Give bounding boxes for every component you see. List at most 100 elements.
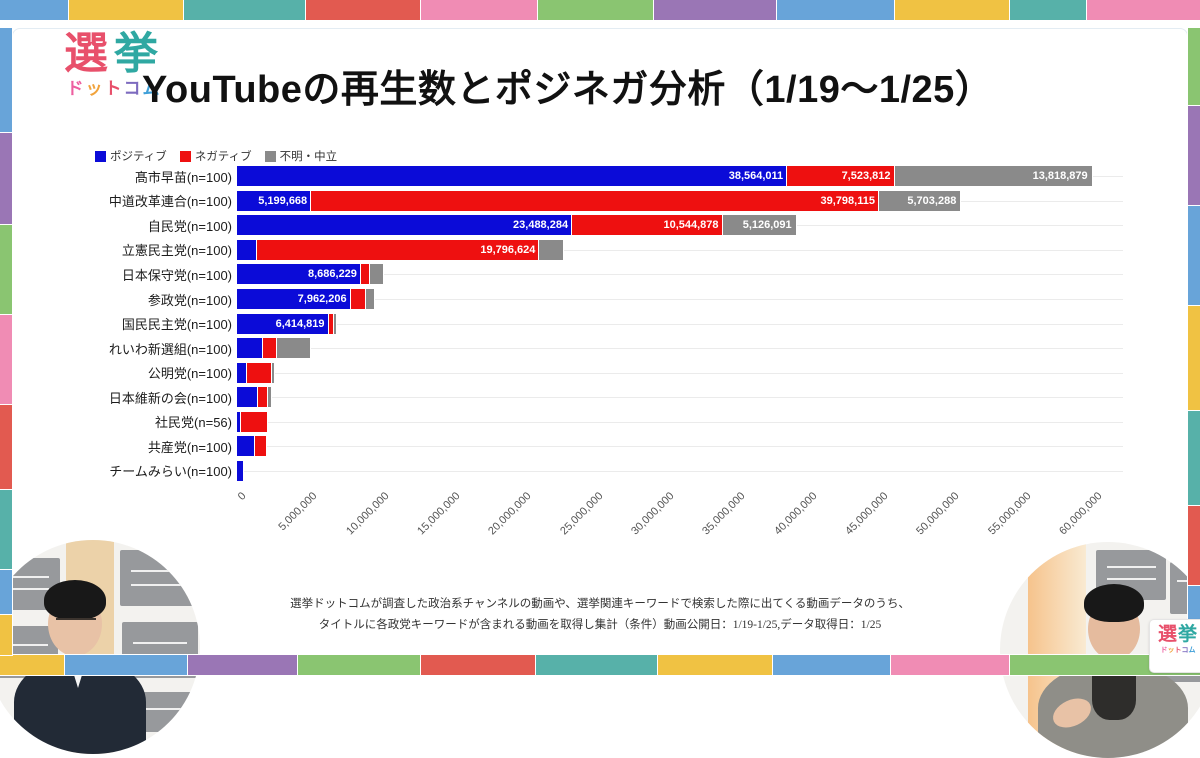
bar-value-label: 19,796,624	[480, 243, 536, 256]
bar-segment-negative: 19,796,624	[256, 239, 540, 260]
bar-segment-negative	[247, 362, 272, 383]
bar-segment-negative	[360, 264, 371, 285]
frame-segment	[69, 0, 184, 20]
badge-char: ッ	[1167, 647, 1175, 654]
frame-segment	[0, 28, 12, 133]
chart-row: チームみらい(n=100)	[72, 459, 1123, 484]
legend-label: 不明・中立	[279, 151, 338, 163]
badge-char: コ	[1181, 647, 1189, 654]
bar-value-label: 6,414,819	[275, 317, 325, 330]
chart-row: 社民党(n=56)	[72, 409, 1123, 434]
row-label: れいわ新選組(n=100)	[108, 341, 232, 357]
bar-track: 7,962,206	[237, 289, 1123, 309]
row-label: 国民民主党(n=100)	[121, 317, 232, 333]
bar-segment-negative	[350, 289, 366, 309]
bar-value-label: 39,798,115	[820, 194, 875, 207]
logo-badge-bottom-right: 選挙 ドットコム	[1150, 620, 1200, 672]
frame-segment	[0, 490, 12, 570]
logo-char: 選	[64, 29, 114, 78]
bar-segment-positive	[237, 436, 255, 457]
row-label: チームみらい(n=100)	[109, 464, 232, 480]
frame-segment	[1087, 0, 1200, 20]
bar-segment-neutral	[276, 338, 311, 359]
bar-segment-positive: 5,199,668	[237, 190, 312, 211]
bar-track: 8,686,229	[237, 264, 1123, 285]
frame-segment	[421, 0, 538, 20]
x-axis-tick-label: 20,000,000	[486, 490, 534, 538]
legend-swatch	[95, 150, 106, 162]
frame-segment	[536, 655, 658, 675]
bar-value-label: 7,962,206	[297, 293, 347, 305]
chart-row: 参政党(n=100) 7,962,206	[72, 287, 1123, 312]
bar-track	[237, 387, 1123, 408]
logo-char: ト	[104, 79, 124, 98]
chart-row: 公明党(n=100)	[72, 360, 1123, 385]
bar-segment-positive: 6,414,819	[237, 313, 329, 334]
footnote-line-1: 選挙ドットコムが調査した政治系チャンネルの動画や、選挙関連キーワードで検索した際…	[290, 598, 910, 610]
x-axis-tick-label: 25,000,000	[557, 490, 606, 538]
legend-swatch	[264, 150, 276, 162]
frame-segment	[1188, 28, 1200, 106]
bar-value-label: 23,488,284	[513, 219, 569, 232]
bar-segment-positive	[237, 411, 241, 432]
row-label: 参政党(n=100)	[147, 292, 232, 308]
frame-segment	[1188, 411, 1200, 506]
row-label: 日本維新の会(n=100)	[108, 390, 232, 406]
person-hair	[44, 580, 106, 620]
frame-segment	[1188, 586, 1200, 625]
bar-segment-neutral	[365, 289, 375, 309]
x-axis-tick-label: 45,000,000	[843, 490, 891, 538]
badge-text-sub: ドットコム	[1150, 647, 1200, 654]
legend-item: ネガティブ	[179, 148, 252, 164]
frame-segment	[0, 133, 12, 225]
badge-char: 選	[1157, 624, 1178, 645]
bar-segment-neutral	[271, 362, 274, 383]
bar-segment-negative: 39,798,115	[311, 190, 879, 211]
bar-track	[237, 436, 1123, 457]
badge-text-main: 選挙	[1150, 625, 1200, 644]
frame-segment	[184, 0, 306, 20]
frame-segment	[0, 655, 65, 675]
bar-track: 5,199,668 39,798,115 5,703,288	[237, 190, 1123, 211]
x-axis-tick-label: 50,000,000	[914, 490, 962, 538]
bar-track: 6,414,819	[237, 313, 1123, 334]
bar-segment-neutral: 5,703,288	[878, 190, 961, 211]
logo-char: 挙	[114, 29, 164, 78]
row-label: 自民党(n=100)	[147, 218, 232, 234]
bar-segment-neutral	[370, 264, 384, 285]
chart-row: 立憲民主党(n=100) 19,796,624	[72, 238, 1123, 263]
row-label: 立憲民主党(n=100)	[121, 243, 232, 259]
stacked-bar-chart: 髙市早苗(n=100) 38,564,011 7,523,812 13,818,879…	[72, 164, 1123, 537]
frame-segment	[773, 655, 891, 675]
commentator-video-left	[0, 540, 200, 754]
bar-track: 23,488,284 10,544,878 5,126,091	[237, 215, 1123, 236]
frame-segment	[1188, 506, 1200, 586]
bar-segment-negative: 7,523,812	[787, 166, 895, 187]
bar-segment-negative	[254, 436, 267, 457]
bar-value-label: 7,523,812	[841, 170, 891, 183]
bar-track	[237, 338, 1123, 359]
bar-track	[237, 411, 1123, 432]
frame-segment	[1188, 206, 1200, 306]
bar-value-label: 10,544,878	[663, 219, 719, 232]
bar-segment-positive	[237, 387, 259, 408]
chart-row: 髙市早苗(n=100) 38,564,011 7,523,812 13,818,879	[72, 164, 1123, 189]
bar-track	[237, 460, 1123, 481]
content-card: 選挙 ドットコム YouTubeの再生数とポジネガ分析（1/19～1/25） ポ…	[12, 28, 1188, 655]
badge-char: ト	[1174, 647, 1182, 654]
bar-segment-positive: 23,488,284	[237, 215, 573, 236]
frame-segment	[1188, 106, 1200, 206]
x-axis-tick-label: 60,000,000	[1057, 490, 1105, 538]
senkyo-dotcom-logo: 選挙 ドットコム	[64, 29, 164, 98]
chart-rows: 髙市早苗(n=100) 38,564,011 7,523,812 13,818,879…	[72, 164, 1123, 484]
frame-segment	[0, 405, 12, 490]
frame-segment	[538, 0, 654, 20]
legend-item: 不明・中立	[264, 148, 338, 164]
bar-value-label: 13,818,879	[1032, 170, 1088, 183]
chart-row: 日本保守党(n=100) 8,686,229	[72, 262, 1123, 287]
frame-segment	[0, 315, 12, 405]
bar-segment-positive	[237, 362, 248, 383]
logo-char: ッ	[85, 79, 105, 98]
frame-border-right	[1188, 28, 1200, 655]
bar-track: 38,564,011 7,523,812 13,818,879	[237, 166, 1123, 187]
